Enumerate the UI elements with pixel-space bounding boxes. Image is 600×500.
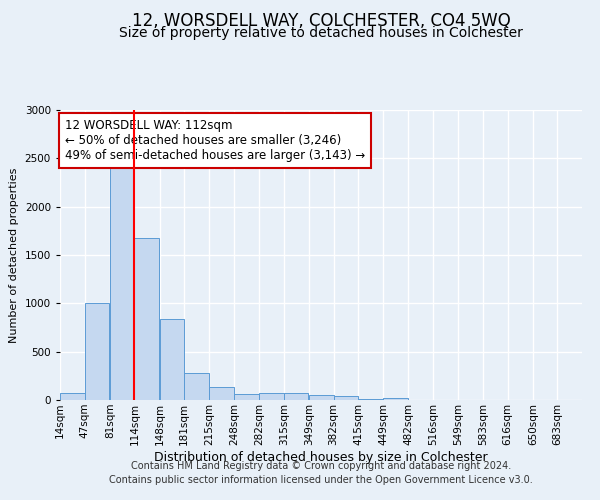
Text: 12 WORSDELL WAY: 112sqm
← 50% of detached houses are smaller (3,246)
49% of semi: 12 WORSDELL WAY: 112sqm ← 50% of detache… bbox=[65, 118, 365, 162]
Bar bbox=[334, 396, 358, 400]
Bar bbox=[358, 399, 383, 400]
Bar bbox=[259, 393, 284, 400]
Text: Contains HM Land Registry data © Crown copyright and database right 2024.
Contai: Contains HM Land Registry data © Crown c… bbox=[109, 461, 533, 485]
Text: Size of property relative to detached houses in Colchester: Size of property relative to detached ho… bbox=[119, 26, 523, 40]
Bar bbox=[309, 394, 334, 400]
Bar bbox=[160, 319, 184, 400]
Bar bbox=[284, 393, 308, 400]
Bar bbox=[60, 393, 85, 400]
Bar bbox=[209, 388, 234, 400]
Y-axis label: Number of detached properties: Number of detached properties bbox=[9, 168, 19, 342]
Bar bbox=[134, 238, 159, 400]
Bar bbox=[110, 163, 134, 400]
Bar bbox=[234, 394, 259, 400]
Bar bbox=[184, 373, 209, 400]
Bar bbox=[383, 398, 408, 400]
Text: 12, WORSDELL WAY, COLCHESTER, CO4 5WQ: 12, WORSDELL WAY, COLCHESTER, CO4 5WQ bbox=[131, 12, 511, 30]
Bar bbox=[85, 304, 109, 400]
Text: Distribution of detached houses by size in Colchester: Distribution of detached houses by size … bbox=[154, 451, 488, 464]
